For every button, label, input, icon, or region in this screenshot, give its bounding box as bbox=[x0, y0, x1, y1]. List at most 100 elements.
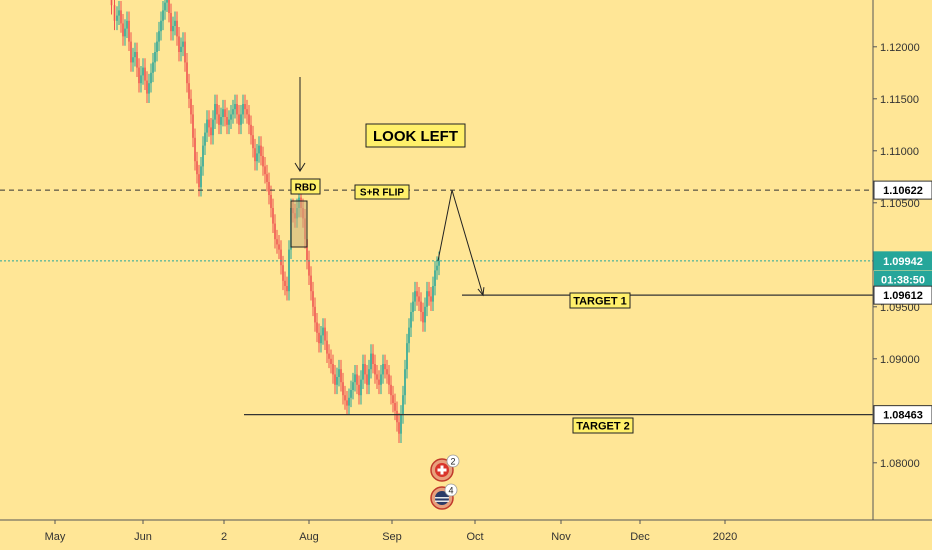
candle-body bbox=[410, 312, 412, 328]
candle-body bbox=[214, 104, 216, 120]
price-tag-label-current: 1.09942 bbox=[883, 256, 923, 268]
us-flag-event-icon[interactable]: 4 bbox=[430, 483, 458, 510]
candle-body bbox=[430, 296, 432, 302]
candle-body bbox=[266, 174, 268, 182]
sr-flip-note[interactable]: S+R FLIP bbox=[354, 184, 410, 200]
x-tick-label: May bbox=[45, 531, 66, 543]
candle-body bbox=[394, 403, 396, 411]
x-tick-label: Dec bbox=[630, 531, 650, 543]
candle-body bbox=[262, 156, 264, 167]
candle-body bbox=[172, 26, 174, 32]
candle-body bbox=[434, 270, 436, 286]
candle-body bbox=[248, 114, 250, 125]
price-tag-label-sr-flip: 1.10622 bbox=[883, 185, 923, 197]
rbd-label: RBD bbox=[295, 183, 317, 194]
candle-body bbox=[362, 364, 364, 380]
x-tick-label: Aug bbox=[299, 531, 319, 543]
candle-body bbox=[138, 67, 140, 84]
candle-body bbox=[144, 67, 146, 81]
price-tag-label-target1: 1.09612 bbox=[883, 290, 923, 302]
candle-body bbox=[256, 153, 258, 162]
candle-body bbox=[216, 104, 218, 115]
price-tag-current bbox=[873, 251, 932, 271]
switzerland-flag-event-icon[interactable]: 2 bbox=[430, 454, 460, 482]
projection-arrowhead-icon bbox=[477, 287, 485, 297]
candle-body bbox=[384, 364, 386, 370]
candle-body bbox=[282, 265, 284, 281]
candle-body bbox=[150, 72, 152, 84]
candle-body bbox=[270, 195, 272, 208]
candle-body bbox=[200, 166, 202, 188]
candle-body bbox=[252, 135, 254, 149]
look-left-note[interactable]: LOOK LEFT bbox=[365, 123, 466, 148]
target-2-label: TARGET 2 bbox=[576, 421, 630, 433]
candle-body bbox=[212, 119, 214, 136]
price-tags: 1.10622 1.09942 01:38:50 1.09612 1.08463 bbox=[873, 180, 932, 425]
sr-flip-label: S+R FLIP bbox=[360, 188, 405, 199]
countdown-label: 01:38:50 bbox=[881, 274, 925, 286]
candle-body bbox=[358, 384, 360, 396]
us-event-count: 4 bbox=[448, 486, 453, 496]
candle-body bbox=[188, 83, 190, 99]
rbd-zone-box[interactable] bbox=[290, 200, 308, 248]
candle-body bbox=[204, 132, 206, 146]
candle-body bbox=[398, 422, 400, 434]
candle-body bbox=[122, 23, 124, 37]
candle-body bbox=[368, 369, 370, 385]
target-1-note[interactable]: TARGET 1 bbox=[569, 292, 631, 309]
y-tick-label: 1.12000 bbox=[880, 42, 920, 54]
candle-body bbox=[194, 137, 196, 162]
candle-body bbox=[426, 291, 428, 307]
price-tag-label-target2: 1.08463 bbox=[883, 410, 923, 422]
candle-body bbox=[320, 335, 322, 344]
candle-body bbox=[406, 343, 408, 370]
candle-body bbox=[408, 327, 410, 344]
y-tick-label: 1.11000 bbox=[880, 146, 919, 158]
candle-body bbox=[308, 260, 310, 276]
candle-body bbox=[260, 145, 262, 156]
projection-path[interactable] bbox=[437, 189, 485, 297]
candle-body bbox=[364, 364, 366, 375]
candle-body bbox=[222, 109, 224, 117]
projection-line[interactable] bbox=[437, 189, 484, 296]
candle-body bbox=[244, 104, 246, 110]
candle-body bbox=[258, 145, 260, 154]
candle-body bbox=[228, 119, 230, 125]
candle-body bbox=[366, 374, 368, 385]
rbd-note[interactable]: RBD bbox=[290, 178, 321, 195]
candle-body bbox=[280, 249, 282, 266]
candle-body bbox=[404, 369, 406, 396]
candle-body bbox=[322, 327, 324, 336]
candle-body bbox=[184, 41, 186, 63]
candle-body bbox=[196, 161, 198, 175]
candle-body bbox=[264, 166, 266, 175]
candle-body bbox=[344, 395, 346, 401]
candle-body bbox=[126, 20, 128, 29]
candle-body bbox=[268, 182, 270, 195]
candle-body bbox=[400, 414, 402, 434]
candle-body bbox=[116, 15, 118, 21]
candle-body bbox=[428, 291, 430, 297]
candle-body bbox=[274, 223, 276, 240]
target-2-note[interactable]: TARGET 2 bbox=[572, 417, 634, 434]
candle-body bbox=[148, 83, 150, 94]
candle-body bbox=[118, 10, 120, 16]
candle-body bbox=[374, 364, 376, 375]
candle-body bbox=[178, 36, 180, 52]
candle-body bbox=[170, 13, 172, 32]
candle-body bbox=[146, 80, 148, 94]
time-axis[interactable]: May Jun 2 Aug Sep Oct Nov Dec 2020 bbox=[45, 520, 738, 543]
candle-body bbox=[412, 301, 414, 312]
look-left-label: LOOK LEFT bbox=[373, 128, 458, 145]
candle-body bbox=[206, 119, 208, 133]
candle-body bbox=[414, 291, 416, 302]
candle-body bbox=[352, 382, 354, 390]
candle-body bbox=[276, 239, 278, 245]
candle-body bbox=[370, 353, 372, 370]
candle-body bbox=[316, 322, 318, 333]
candle-body bbox=[162, 10, 164, 21]
x-tick-label: Sep bbox=[382, 531, 402, 543]
candle-body bbox=[324, 327, 326, 341]
horizontal-levels bbox=[0, 189, 873, 416]
